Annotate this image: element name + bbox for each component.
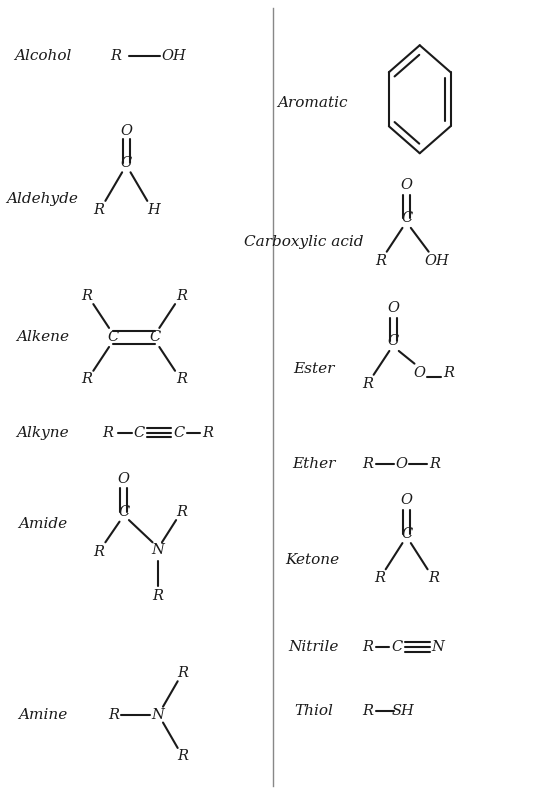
- Text: C: C: [401, 526, 412, 541]
- Text: N: N: [151, 707, 164, 722]
- Text: R: R: [94, 203, 104, 218]
- Text: R: R: [103, 426, 113, 440]
- Text: R: R: [176, 505, 187, 519]
- Text: C: C: [108, 330, 119, 345]
- Text: C: C: [401, 211, 412, 225]
- Text: C: C: [121, 156, 132, 170]
- Text: R: R: [110, 48, 121, 63]
- Text: N: N: [151, 543, 164, 557]
- Text: Ether: Ether: [292, 457, 335, 472]
- Text: O: O: [387, 301, 400, 315]
- Text: Aromatic: Aromatic: [277, 96, 348, 110]
- Text: O: O: [414, 366, 426, 380]
- Text: R: R: [374, 571, 385, 585]
- Text: N: N: [432, 640, 445, 654]
- Text: R: R: [178, 749, 188, 763]
- Text: C: C: [392, 640, 403, 654]
- Text: C: C: [118, 505, 129, 519]
- Text: Amine: Amine: [18, 707, 67, 722]
- Text: Alkene: Alkene: [16, 330, 69, 345]
- Text: R: R: [176, 372, 187, 386]
- Text: C: C: [388, 334, 399, 349]
- Text: R: R: [429, 571, 439, 585]
- Text: R: R: [152, 588, 163, 603]
- Text: Thiol: Thiol: [294, 703, 333, 718]
- Text: R: R: [108, 707, 119, 722]
- Text: R: R: [362, 703, 373, 718]
- Text: O: O: [401, 178, 412, 192]
- Text: C: C: [173, 426, 185, 440]
- Text: Nitrile: Nitrile: [289, 640, 339, 654]
- Text: Ketone: Ketone: [285, 553, 339, 567]
- Text: Alcohol: Alcohol: [14, 48, 71, 63]
- Text: R: R: [176, 289, 187, 303]
- Text: Amide: Amide: [18, 517, 67, 531]
- Text: R: R: [93, 545, 104, 559]
- Text: O: O: [395, 457, 407, 472]
- Text: R: R: [443, 366, 454, 380]
- Text: R: R: [202, 426, 213, 440]
- Text: C: C: [134, 426, 145, 440]
- Text: Ester: Ester: [293, 362, 334, 376]
- Text: Carboxylic acid: Carboxylic acid: [243, 235, 363, 249]
- Text: Aldehyde: Aldehyde: [6, 191, 79, 206]
- Text: R: R: [429, 457, 440, 472]
- Text: R: R: [81, 289, 93, 303]
- Text: C: C: [149, 330, 161, 345]
- Text: OH: OH: [425, 254, 449, 268]
- Text: R: R: [81, 372, 93, 386]
- Text: SH: SH: [392, 703, 414, 718]
- Text: R: R: [362, 457, 373, 472]
- Text: O: O: [118, 472, 129, 486]
- Text: Alkyne: Alkyne: [16, 426, 69, 440]
- Text: R: R: [375, 254, 386, 268]
- Text: R: R: [362, 377, 373, 391]
- Text: R: R: [178, 666, 188, 680]
- Text: OH: OH: [161, 48, 186, 63]
- Text: O: O: [120, 124, 132, 138]
- Text: O: O: [401, 493, 412, 507]
- Text: R: R: [362, 640, 373, 654]
- Text: H: H: [147, 203, 160, 218]
